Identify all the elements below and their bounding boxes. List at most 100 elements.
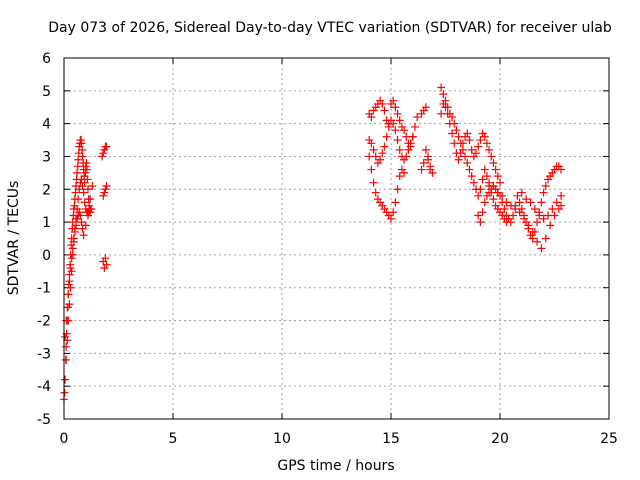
data-point: [78, 181, 87, 190]
data-point: [67, 254, 76, 263]
data-point: [378, 99, 387, 108]
data-point: [82, 165, 91, 174]
data-point: [389, 119, 398, 128]
data-point: [467, 145, 476, 154]
data-point: [482, 139, 491, 148]
data-point: [99, 149, 108, 158]
data-point: [458, 139, 467, 148]
data-point: [448, 129, 457, 138]
data-point: [70, 227, 79, 236]
data-point: [371, 188, 380, 197]
data-point: [515, 198, 524, 207]
data-point: [476, 218, 485, 227]
data-point: [417, 165, 426, 174]
data-point: [546, 221, 555, 230]
data-point: [395, 172, 404, 181]
data-point: [524, 221, 533, 230]
data-point: [382, 132, 391, 141]
data-point: [365, 152, 374, 161]
data-point: [515, 208, 524, 217]
y-tick-label: -1: [37, 281, 51, 297]
y-tick-label: 4: [42, 117, 51, 133]
data-point: [469, 178, 478, 187]
x-axis-label: GPS time / hours: [277, 458, 394, 474]
data-point: [539, 188, 548, 197]
data-point: [480, 132, 489, 141]
data-point: [369, 145, 378, 154]
data-point: [421, 145, 430, 154]
data-point: [476, 136, 485, 145]
data-point: [419, 159, 428, 168]
data-point: [439, 90, 448, 99]
data-point: [498, 191, 507, 200]
data-point: [493, 172, 502, 181]
data-point: [443, 109, 452, 118]
x-tick-label: 25: [600, 431, 618, 447]
data-point: [463, 129, 472, 138]
data-point: [519, 214, 528, 223]
data-point: [99, 191, 108, 200]
x-tick-label: 15: [382, 431, 400, 447]
data-point: [393, 109, 402, 118]
data-point: [474, 142, 483, 151]
data-point: [421, 103, 430, 112]
data-point: [541, 181, 550, 190]
data-point: [557, 191, 566, 200]
data-point: [543, 211, 552, 220]
data-point: [384, 122, 393, 131]
data-point: [426, 165, 435, 174]
data-point: [389, 208, 398, 217]
data-point: [526, 198, 535, 207]
data-point: [548, 204, 557, 213]
data-point: [391, 103, 400, 112]
y-tick-label: 3: [42, 149, 51, 165]
data-point: [467, 172, 476, 181]
data-point: [517, 188, 526, 197]
data-point: [456, 149, 465, 158]
y-axis-label: SDTVAR / TECUs: [6, 181, 22, 296]
data-point: [506, 218, 515, 227]
data-point: [395, 116, 404, 125]
data-point: [491, 165, 500, 174]
data-point: [509, 211, 518, 220]
data-point: [487, 152, 496, 161]
tick-labels: 0 5 10 15 20 25 -5 -4 -3 -2 -1 0 1 2 3 4 5 6: [37, 51, 618, 447]
x-tick-label: 5: [169, 431, 178, 447]
data-point: [528, 227, 537, 236]
data-point: [402, 152, 411, 161]
data-point: [74, 155, 83, 164]
y-tick-label: 5: [42, 84, 51, 100]
data-point: [80, 198, 89, 207]
data-point: [81, 162, 90, 171]
data-point: [533, 237, 542, 246]
y-tick-label: -4: [37, 379, 51, 395]
data-point: [502, 198, 511, 207]
data-point: [79, 231, 88, 240]
data-point: [76, 211, 85, 220]
data-point: [500, 204, 509, 213]
data-point: [465, 165, 474, 174]
data-point: [400, 126, 409, 135]
data-point: [452, 126, 461, 135]
data-point: [513, 191, 522, 200]
data-point: [63, 303, 72, 312]
data-point: [62, 355, 71, 364]
data-point: [102, 181, 111, 190]
x-tick-label: 0: [60, 431, 69, 447]
data-point: [75, 185, 84, 194]
data-point: [69, 234, 78, 243]
data-point: [88, 181, 97, 190]
data-point: [60, 388, 69, 397]
data-point: [77, 175, 86, 184]
y-tick-label: 1: [42, 215, 51, 231]
data-point: [448, 113, 457, 122]
data-point: [485, 145, 494, 154]
data-point: [535, 211, 544, 220]
data-point: [380, 106, 389, 115]
data-point: [450, 139, 459, 148]
data-point: [367, 139, 376, 148]
data-point: [465, 136, 474, 145]
data-point: [86, 195, 95, 204]
data-point: [71, 221, 80, 230]
